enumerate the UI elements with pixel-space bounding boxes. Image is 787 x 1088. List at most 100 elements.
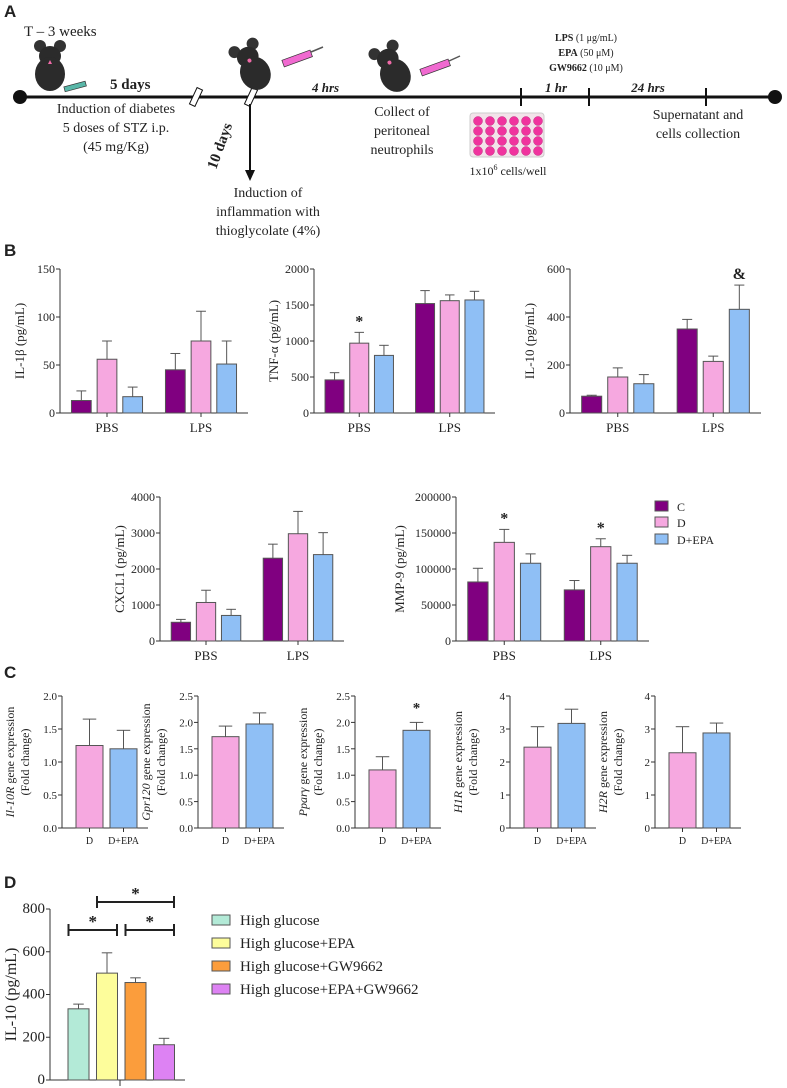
significance-marker: * — [413, 700, 421, 716]
well-plate-icon — [469, 112, 545, 158]
bar — [75, 745, 104, 829]
y-tick-label: 150 — [37, 262, 55, 276]
arrow-down-icon — [245, 170, 255, 181]
bar — [467, 581, 489, 642]
bar — [220, 614, 242, 642]
significance-marker: * — [355, 313, 363, 330]
y-tick-label: 1.5 — [336, 744, 350, 756]
y-tick-label: 200 — [547, 358, 565, 372]
significance-marker: * — [89, 912, 98, 931]
timeline-start-dot — [13, 90, 27, 104]
legend-label: C — [677, 500, 685, 514]
well — [533, 136, 543, 146]
y-tick-label: 800 — [23, 901, 46, 917]
panel-label-c: C — [4, 663, 16, 682]
bar — [262, 557, 284, 642]
well — [521, 146, 531, 156]
y-tick-label: 2.5 — [179, 691, 193, 703]
legend-d: High glucose High glucose+EPA High gluco… — [211, 913, 418, 998]
bar — [728, 308, 750, 414]
four-hrs-label: 4 hrs — [311, 80, 339, 95]
significance-marker: * — [146, 912, 155, 931]
legend-b: C D D+EPA — [654, 500, 714, 547]
well — [533, 146, 543, 156]
supernatant-text: cells collection — [656, 127, 740, 142]
x-tick-label: D — [679, 836, 686, 847]
y-tick-label: 2 — [645, 757, 651, 769]
well — [473, 136, 483, 146]
legend-label: D — [677, 516, 686, 530]
timeline-panel: T – 3 weeks 5 days 10 days 4 hrs 1 hr 24… — [13, 24, 782, 239]
well — [497, 126, 507, 136]
mouse-icon — [368, 39, 411, 92]
y-tick-label: 0.5 — [179, 797, 193, 809]
y-tick-label: 1.5 — [43, 724, 57, 736]
bar — [70, 400, 92, 414]
y-axis-label: TNF-α (pg/mL) — [266, 300, 281, 382]
bar — [67, 1008, 90, 1081]
legend-label: High glucose+EPA — [240, 936, 355, 952]
well — [473, 146, 483, 156]
bar — [190, 340, 212, 414]
y-tick-label: 200 — [23, 1029, 46, 1045]
collect-text: neutrophils — [371, 143, 434, 158]
y-tick-label: 0.5 — [336, 797, 350, 809]
syringe-icon — [63, 80, 87, 93]
y-tick-label: 1500 — [285, 298, 309, 312]
y-axis-label: Il-10R gene expression — [3, 707, 17, 819]
y-axis-label-line2: (Fold change) — [311, 729, 325, 796]
legend-swatch — [654, 533, 669, 545]
treatment-gw9662: GW9662 (10 μM) — [549, 63, 623, 74]
significance-marker: * — [131, 884, 140, 903]
collect-text: peritoneal — [374, 124, 430, 139]
y-tick-label: 2.5 — [336, 691, 350, 703]
y-tick-label: 0.0 — [336, 823, 350, 835]
y-tick-label: 400 — [547, 310, 565, 324]
cells-per-well-base: 1x10 — [470, 164, 494, 178]
y-tick-label: 100 — [37, 310, 55, 324]
bar — [170, 621, 192, 642]
y-axis-label: IL-10 (pg/mL) — [3, 948, 20, 1042]
bar — [439, 300, 460, 414]
y-tick-label: 500 — [291, 370, 309, 384]
bar — [195, 601, 217, 642]
treatment-lps: LPS (1 μg/mL) — [555, 33, 617, 44]
x-tick-label: D — [86, 836, 93, 847]
treatment-dose: (1 μg/mL) — [573, 33, 617, 44]
bar — [324, 379, 345, 414]
y-axis-label: H2R gene expression — [596, 711, 610, 814]
x-tick-label: D+EPA — [701, 836, 733, 847]
y-axis-label: Gpr120 gene expression — [139, 703, 153, 820]
y-tick-label: 50 — [43, 358, 55, 372]
inflammation-text: thioglycolate (4%) — [216, 224, 321, 239]
y-tick-label: 400 — [23, 987, 46, 1003]
y-tick-label: 4 — [645, 691, 651, 703]
legend-swatch — [654, 516, 669, 528]
bar — [312, 554, 334, 642]
y-tick-label: 0 — [49, 406, 55, 420]
well — [497, 146, 507, 156]
y-tick-label: 0.5 — [43, 790, 57, 802]
y-axis-label: IL-10 (pg/mL) — [522, 303, 537, 379]
y-tick-label: 1 — [500, 790, 506, 802]
y-axis-label-rest: gene expression — [3, 707, 17, 787]
bar — [402, 729, 431, 829]
x-tick-label: PBS — [606, 420, 629, 435]
significance-marker: & — [733, 266, 746, 283]
bar — [557, 722, 586, 829]
legend-swatch — [211, 983, 231, 995]
cells-per-well-label: 1x106 cells/well — [470, 163, 548, 178]
legend-swatch — [211, 960, 231, 972]
legend-label: High glucose — [240, 913, 320, 929]
diabetes-text: Induction of diabetes — [57, 102, 175, 117]
bar — [607, 376, 629, 414]
chart-gpr120: 0.0 0.5 1.0 1.5 2.0 2.5 Gpr120 gene expression… — [139, 691, 284, 847]
treatment-dose: (10 μM) — [587, 63, 623, 74]
well — [509, 126, 519, 136]
y-axis-label-gene: Pparγ — [296, 787, 310, 817]
legend-swatch — [211, 914, 231, 926]
y-tick-label: 0.0 — [179, 823, 193, 835]
treatment-list: LPS (1 μg/mL) EPA (50 μM) GW9662 (10 μM) — [549, 33, 623, 74]
y-tick-label: 1000 — [285, 334, 309, 348]
